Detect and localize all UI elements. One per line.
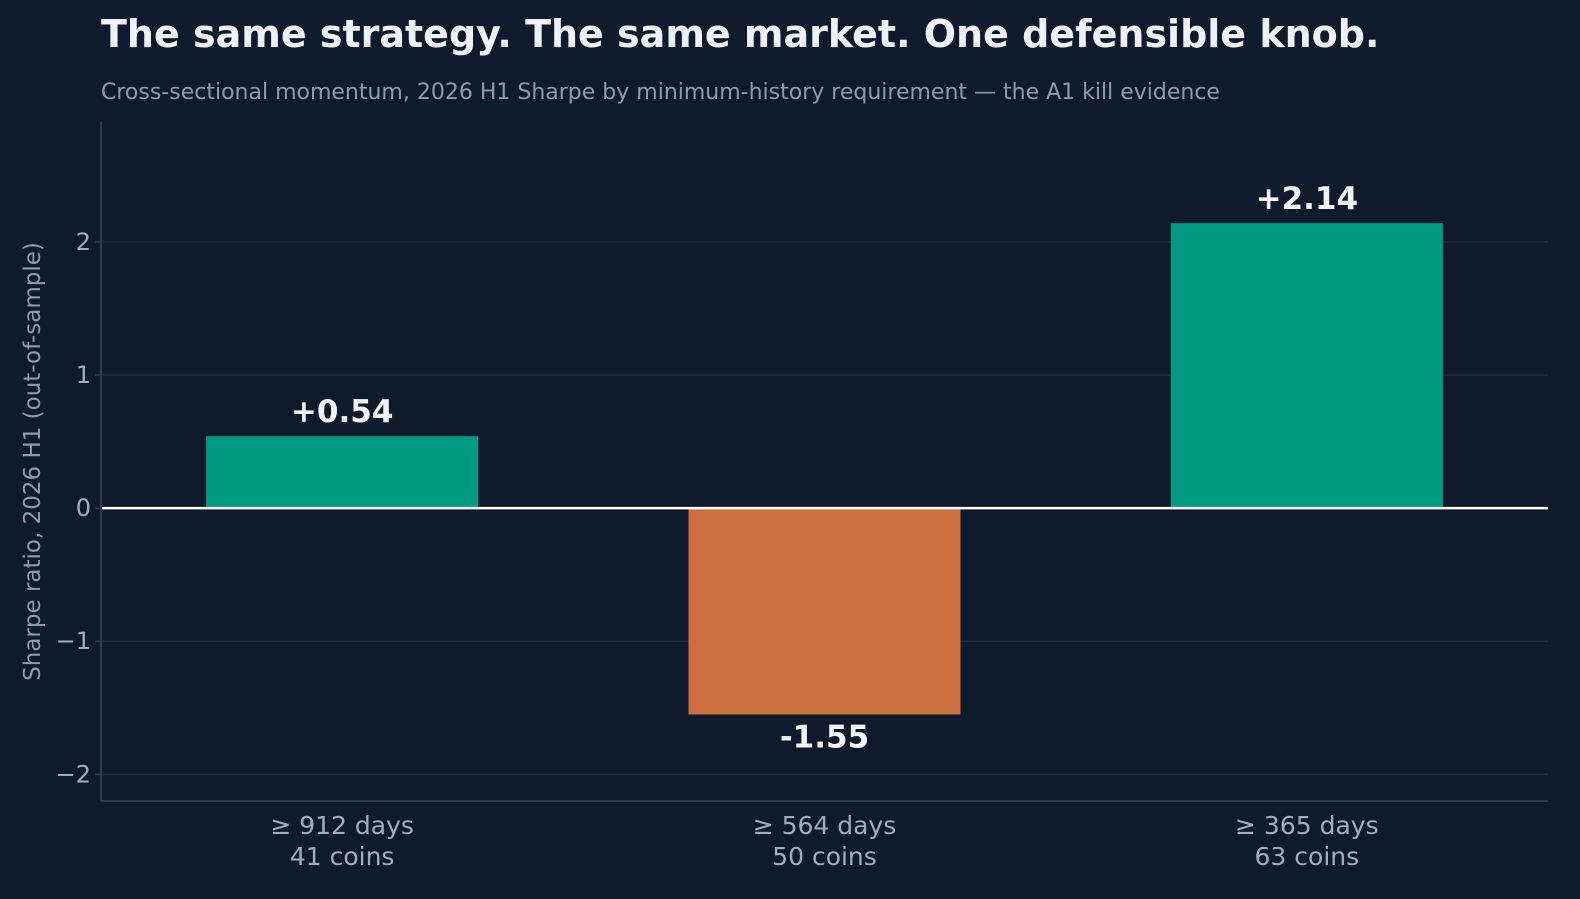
y-tick-label: 2 [76, 228, 91, 256]
bars [206, 223, 1443, 715]
bar [688, 508, 961, 715]
x-tick-label: ≥ 365 days [1235, 811, 1379, 840]
x-tick-label-count: 63 coins [1255, 842, 1360, 871]
x-tick-label-count: 50 coins [772, 842, 877, 871]
x-tick-label-count: 41 coins [290, 842, 395, 871]
bar [206, 436, 479, 509]
chart-subtitle: Cross-sectional momentum, 2026 H1 Sharpe… [101, 80, 1220, 105]
y-tick-label: −2 [56, 760, 91, 788]
data-labels: +0.54 -1.55 +2.14 [291, 181, 1358, 755]
y-ticks: −2 −1 0 1 2 [56, 228, 101, 788]
data-label: +0.54 [291, 394, 393, 430]
y-axis-label: Sharpe ratio, 2026 H1 (out-of-sample) [20, 242, 46, 681]
data-label: +2.14 [1256, 181, 1358, 217]
y-tick-label: 1 [76, 361, 91, 389]
y-tick-label: −1 [56, 627, 91, 655]
chart-title: The same strategy. The same market. One … [101, 12, 1380, 56]
data-label: -1.55 [780, 719, 869, 755]
x-tick-label: ≥ 912 days [270, 811, 414, 840]
y-tick-label: 0 [76, 494, 91, 522]
bar [1170, 223, 1443, 509]
x-tick-label: ≥ 564 days [753, 811, 897, 840]
